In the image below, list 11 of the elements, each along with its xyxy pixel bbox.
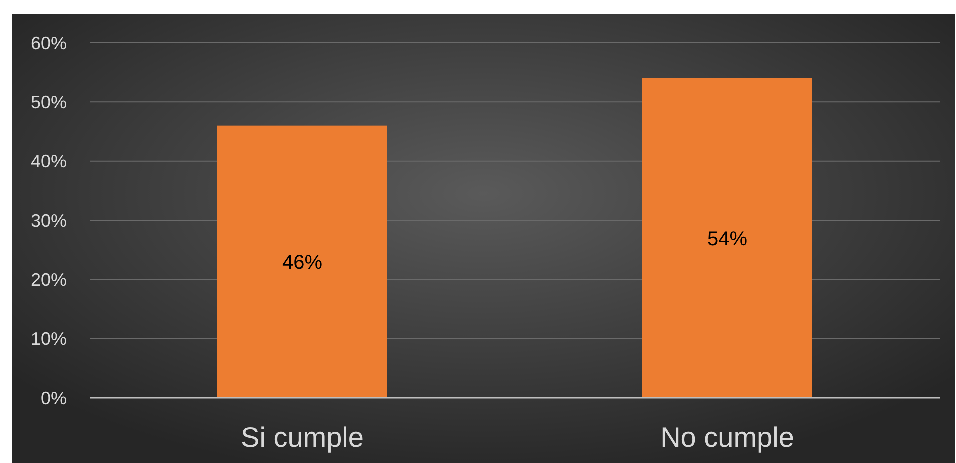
- y-tick-label: 20%: [30, 270, 67, 290]
- y-tick-label: 10%: [30, 329, 67, 350]
- y-tick-label: 30%: [30, 210, 67, 231]
- y-tick-label: 40%: [30, 152, 67, 172]
- x-tick-label: Si cumple: [241, 422, 364, 453]
- y-tick-label: 0%: [40, 388, 67, 408]
- data-label: 54%: [707, 228, 748, 250]
- y-tick-label: 50%: [30, 92, 67, 112]
- x-tick-label: No cumple: [660, 422, 794, 453]
- data-label: 46%: [282, 252, 323, 274]
- y-tick-label: 60%: [30, 33, 67, 54]
